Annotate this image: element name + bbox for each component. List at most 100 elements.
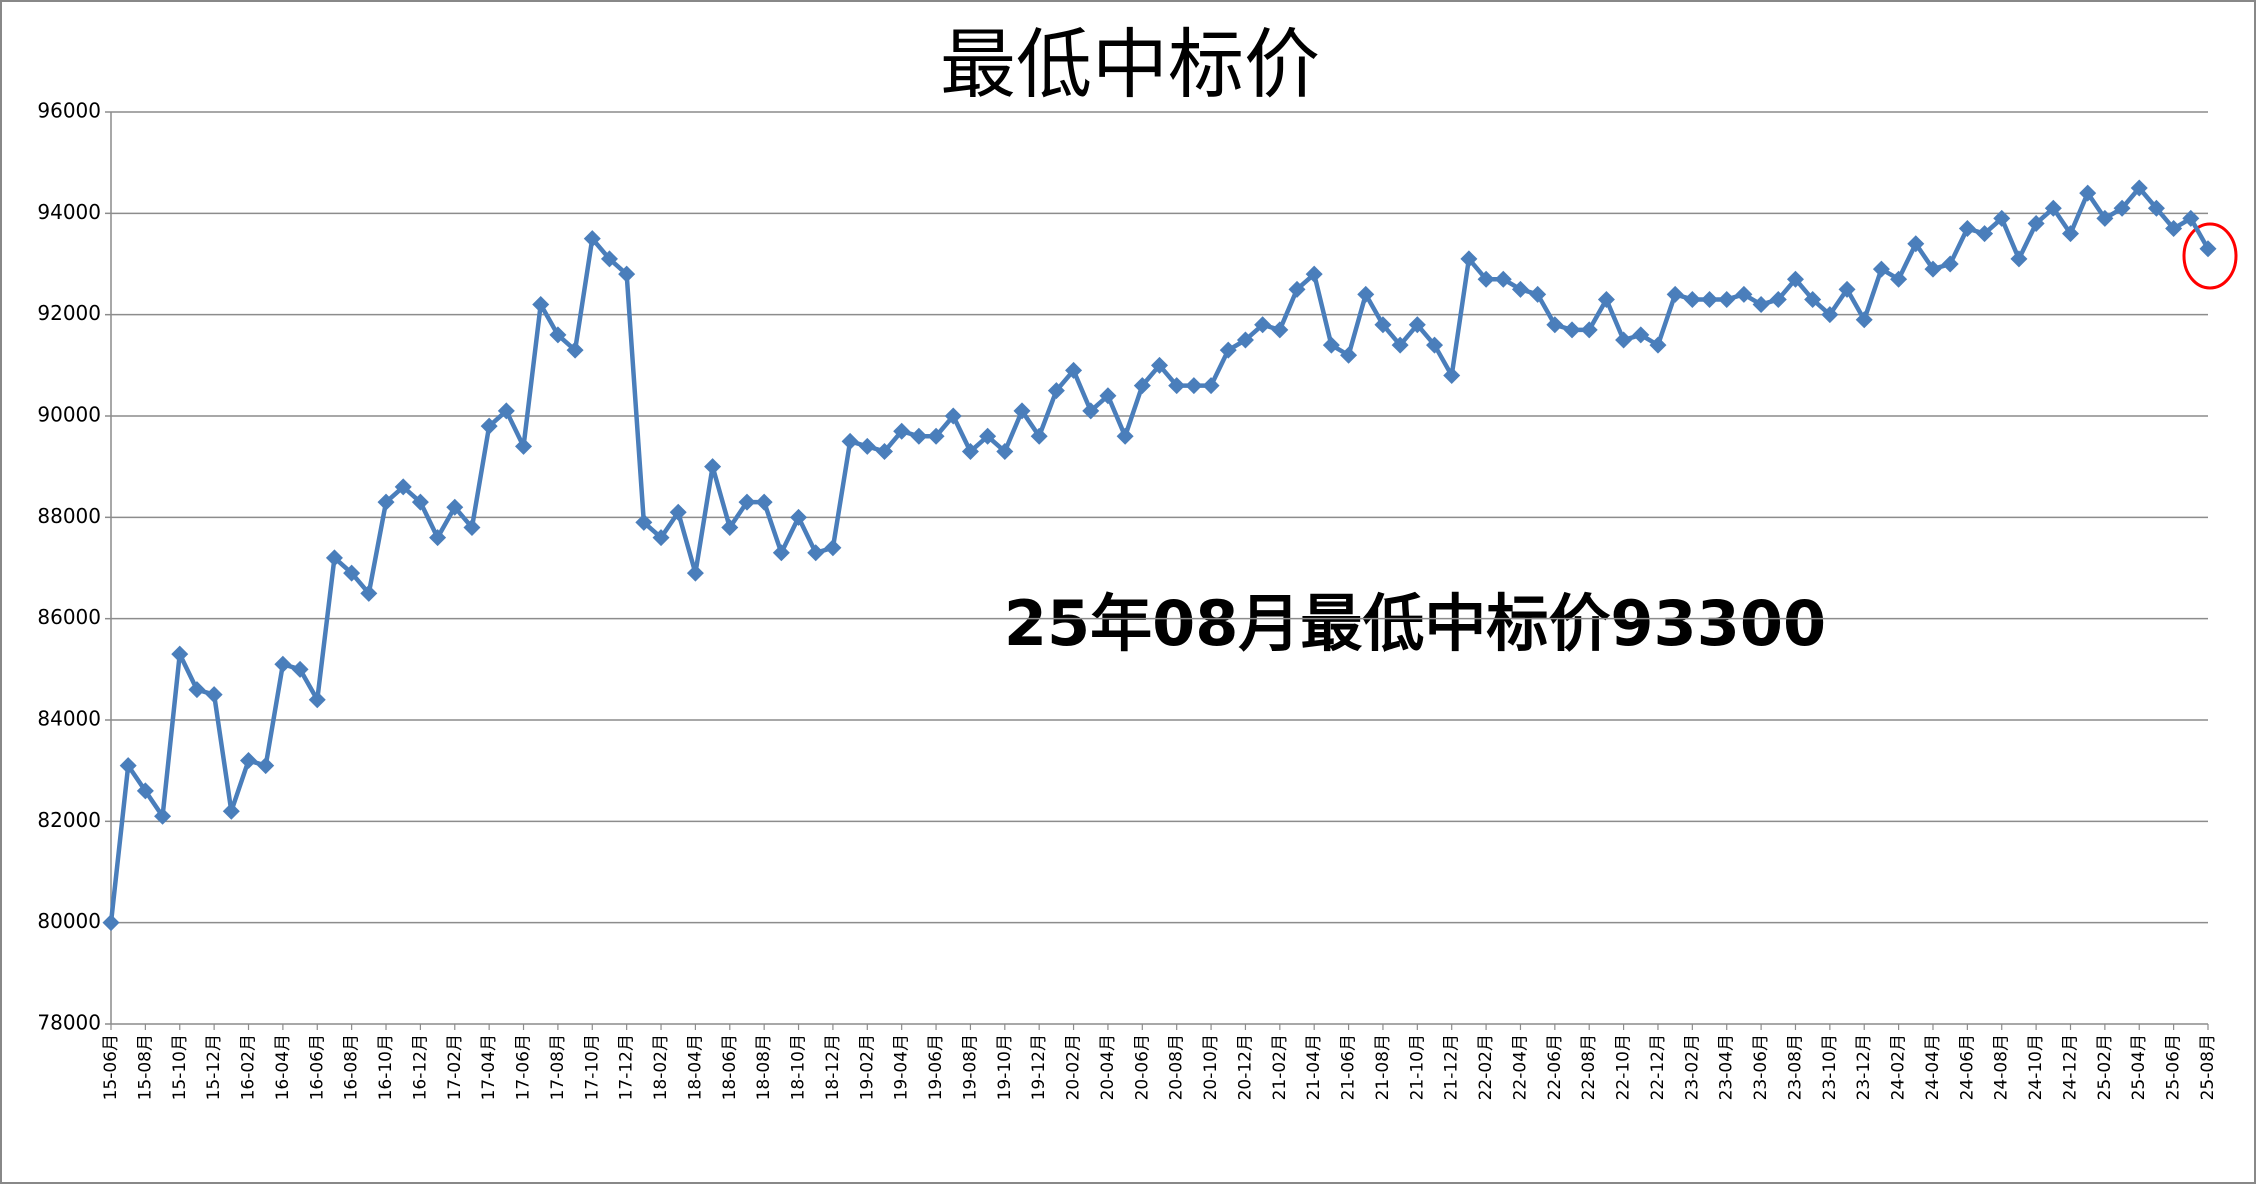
x-tick-label: 16-02月	[239, 1034, 259, 1100]
x-tick-label: 23-06月	[1751, 1034, 1771, 1100]
data-point	[1133, 377, 1151, 395]
data-point	[1597, 290, 1615, 308]
data-point	[205, 686, 223, 704]
data-point	[927, 427, 945, 445]
x-tick-label: 23-10月	[1820, 1034, 1840, 1100]
y-tick-label: 84000	[37, 707, 101, 731]
y-tick-label: 92000	[37, 301, 101, 325]
data-point	[738, 493, 756, 511]
data-point	[446, 498, 464, 516]
data-point	[291, 660, 309, 678]
x-tick-label: 16-06月	[307, 1034, 327, 1100]
x-tick-label: 24-02月	[1889, 1034, 1909, 1100]
data-point	[566, 341, 584, 359]
data-point	[2061, 225, 2079, 243]
data-point	[1408, 316, 1426, 334]
data-point	[480, 417, 498, 435]
x-tick-label: 19-04月	[892, 1034, 912, 1100]
x-tick-label: 21-06月	[1339, 1034, 1359, 1100]
y-tick-label: 90000	[37, 403, 101, 427]
y-tick-label: 94000	[37, 200, 101, 224]
x-tick-label: 18-12月	[823, 1034, 843, 1100]
data-point	[996, 442, 1014, 460]
data-point	[618, 265, 636, 283]
data-point	[1907, 235, 1925, 253]
data-point	[308, 691, 326, 709]
x-tick-label: 18-08月	[754, 1034, 774, 1100]
x-tick-label: 23-04月	[1717, 1034, 1737, 1100]
y-tick-label: 86000	[37, 605, 101, 629]
data-point	[1151, 356, 1168, 374]
y-tick-label: 88000	[37, 504, 101, 528]
data-point	[1718, 290, 1736, 308]
data-point	[2079, 184, 2097, 202]
data-point	[2010, 250, 2028, 268]
x-tick-label: 21-02月	[1270, 1034, 1290, 1100]
data-point	[893, 422, 911, 440]
data-point	[1563, 321, 1581, 339]
data-point	[532, 296, 550, 314]
data-point	[1443, 366, 1461, 384]
data-point	[240, 752, 258, 770]
x-tick-label: 25-06月	[2164, 1034, 2184, 1100]
data-point	[343, 564, 361, 582]
data-point	[755, 493, 773, 511]
data-point	[1701, 290, 1719, 308]
data-point	[1632, 326, 1650, 344]
x-tick-label: 15-08月	[135, 1034, 155, 1100]
data-point	[1374, 316, 1392, 334]
x-tick-label: 22-08月	[1579, 1034, 1599, 1100]
x-tick-label: 18-02月	[651, 1034, 671, 1100]
data-point	[360, 584, 378, 602]
x-tick-label: 21-12月	[1442, 1034, 1462, 1100]
x-tick-label: 19-08月	[960, 1034, 980, 1100]
data-point	[686, 564, 704, 582]
data-point	[1168, 377, 1186, 395]
data-point	[1735, 285, 1753, 303]
x-tick-label: 15-06月	[101, 1034, 121, 1100]
data-point	[807, 544, 825, 562]
data-point	[257, 757, 275, 775]
data-point	[583, 230, 601, 248]
data-point	[1855, 311, 1873, 329]
data-point	[1976, 225, 1994, 243]
x-tick-label: 21-10月	[1407, 1034, 1427, 1100]
data-point	[669, 503, 687, 521]
data-point	[1993, 209, 2011, 227]
data-point	[1254, 316, 1272, 334]
x-tick-label: 22-02月	[1476, 1034, 1496, 1100]
data-point	[1391, 336, 1409, 354]
data-point	[1924, 260, 1942, 278]
x-tick-label: 22-10月	[1614, 1034, 1634, 1100]
data-point	[635, 513, 653, 531]
x-tick-label: 16-04月	[273, 1034, 293, 1100]
data-point	[1494, 270, 1512, 288]
data-point	[1872, 260, 1890, 278]
y-tick-label: 82000	[37, 808, 101, 832]
x-tick-label: 16-08月	[342, 1034, 362, 1100]
data-point	[1890, 270, 1908, 288]
data-point	[1941, 255, 1959, 273]
data-point	[429, 529, 447, 547]
data-point	[2130, 179, 2148, 197]
data-point	[1786, 270, 1804, 288]
data-point	[1460, 250, 1478, 268]
data-point	[1116, 427, 1134, 445]
data-point	[841, 432, 859, 450]
data-point	[1305, 265, 1323, 283]
data-point	[1322, 336, 1340, 354]
x-tick-label: 21-04月	[1304, 1034, 1324, 1100]
data-point	[2182, 209, 2200, 227]
data-point	[2147, 199, 2165, 217]
x-tick-label: 17-06月	[514, 1034, 534, 1100]
data-point	[1047, 382, 1065, 400]
data-point	[1340, 346, 1358, 364]
data-point	[394, 478, 412, 496]
data-point	[790, 508, 808, 526]
data-point	[1357, 285, 1375, 303]
data-point	[1769, 290, 1787, 308]
x-tick-label: 17-12月	[617, 1034, 637, 1100]
data-point	[600, 250, 618, 268]
